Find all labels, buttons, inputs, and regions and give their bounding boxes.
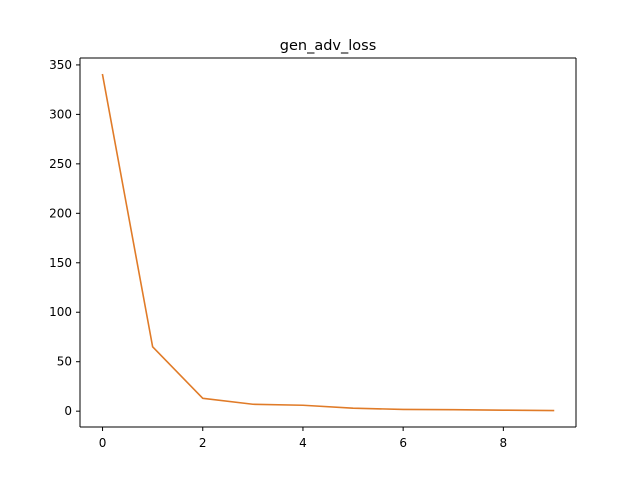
x-tick-label: 0 [99, 436, 107, 450]
y-tick-label: 350 [49, 58, 72, 72]
y-tick-label: 50 [57, 355, 72, 369]
y-tick-label: 300 [49, 107, 72, 121]
y-tick-label: 0 [64, 404, 72, 418]
x-tick-label: 8 [500, 436, 508, 450]
x-tick-label: 6 [399, 436, 407, 450]
y-tick-label: 200 [49, 206, 72, 220]
y-tick-label: 100 [49, 305, 72, 319]
plot-area: 0 2 4 6 8 0 50 100 150 200 250 300 350 [49, 57, 577, 450]
x-tick-label: 2 [199, 436, 207, 450]
y-tick-label: 250 [49, 157, 72, 171]
x-tick-label: 4 [299, 436, 307, 450]
series-line-0 [101, 73, 555, 412]
chart-title: gen_adv_loss [280, 38, 377, 54]
y-tick-label: 150 [49, 256, 72, 270]
